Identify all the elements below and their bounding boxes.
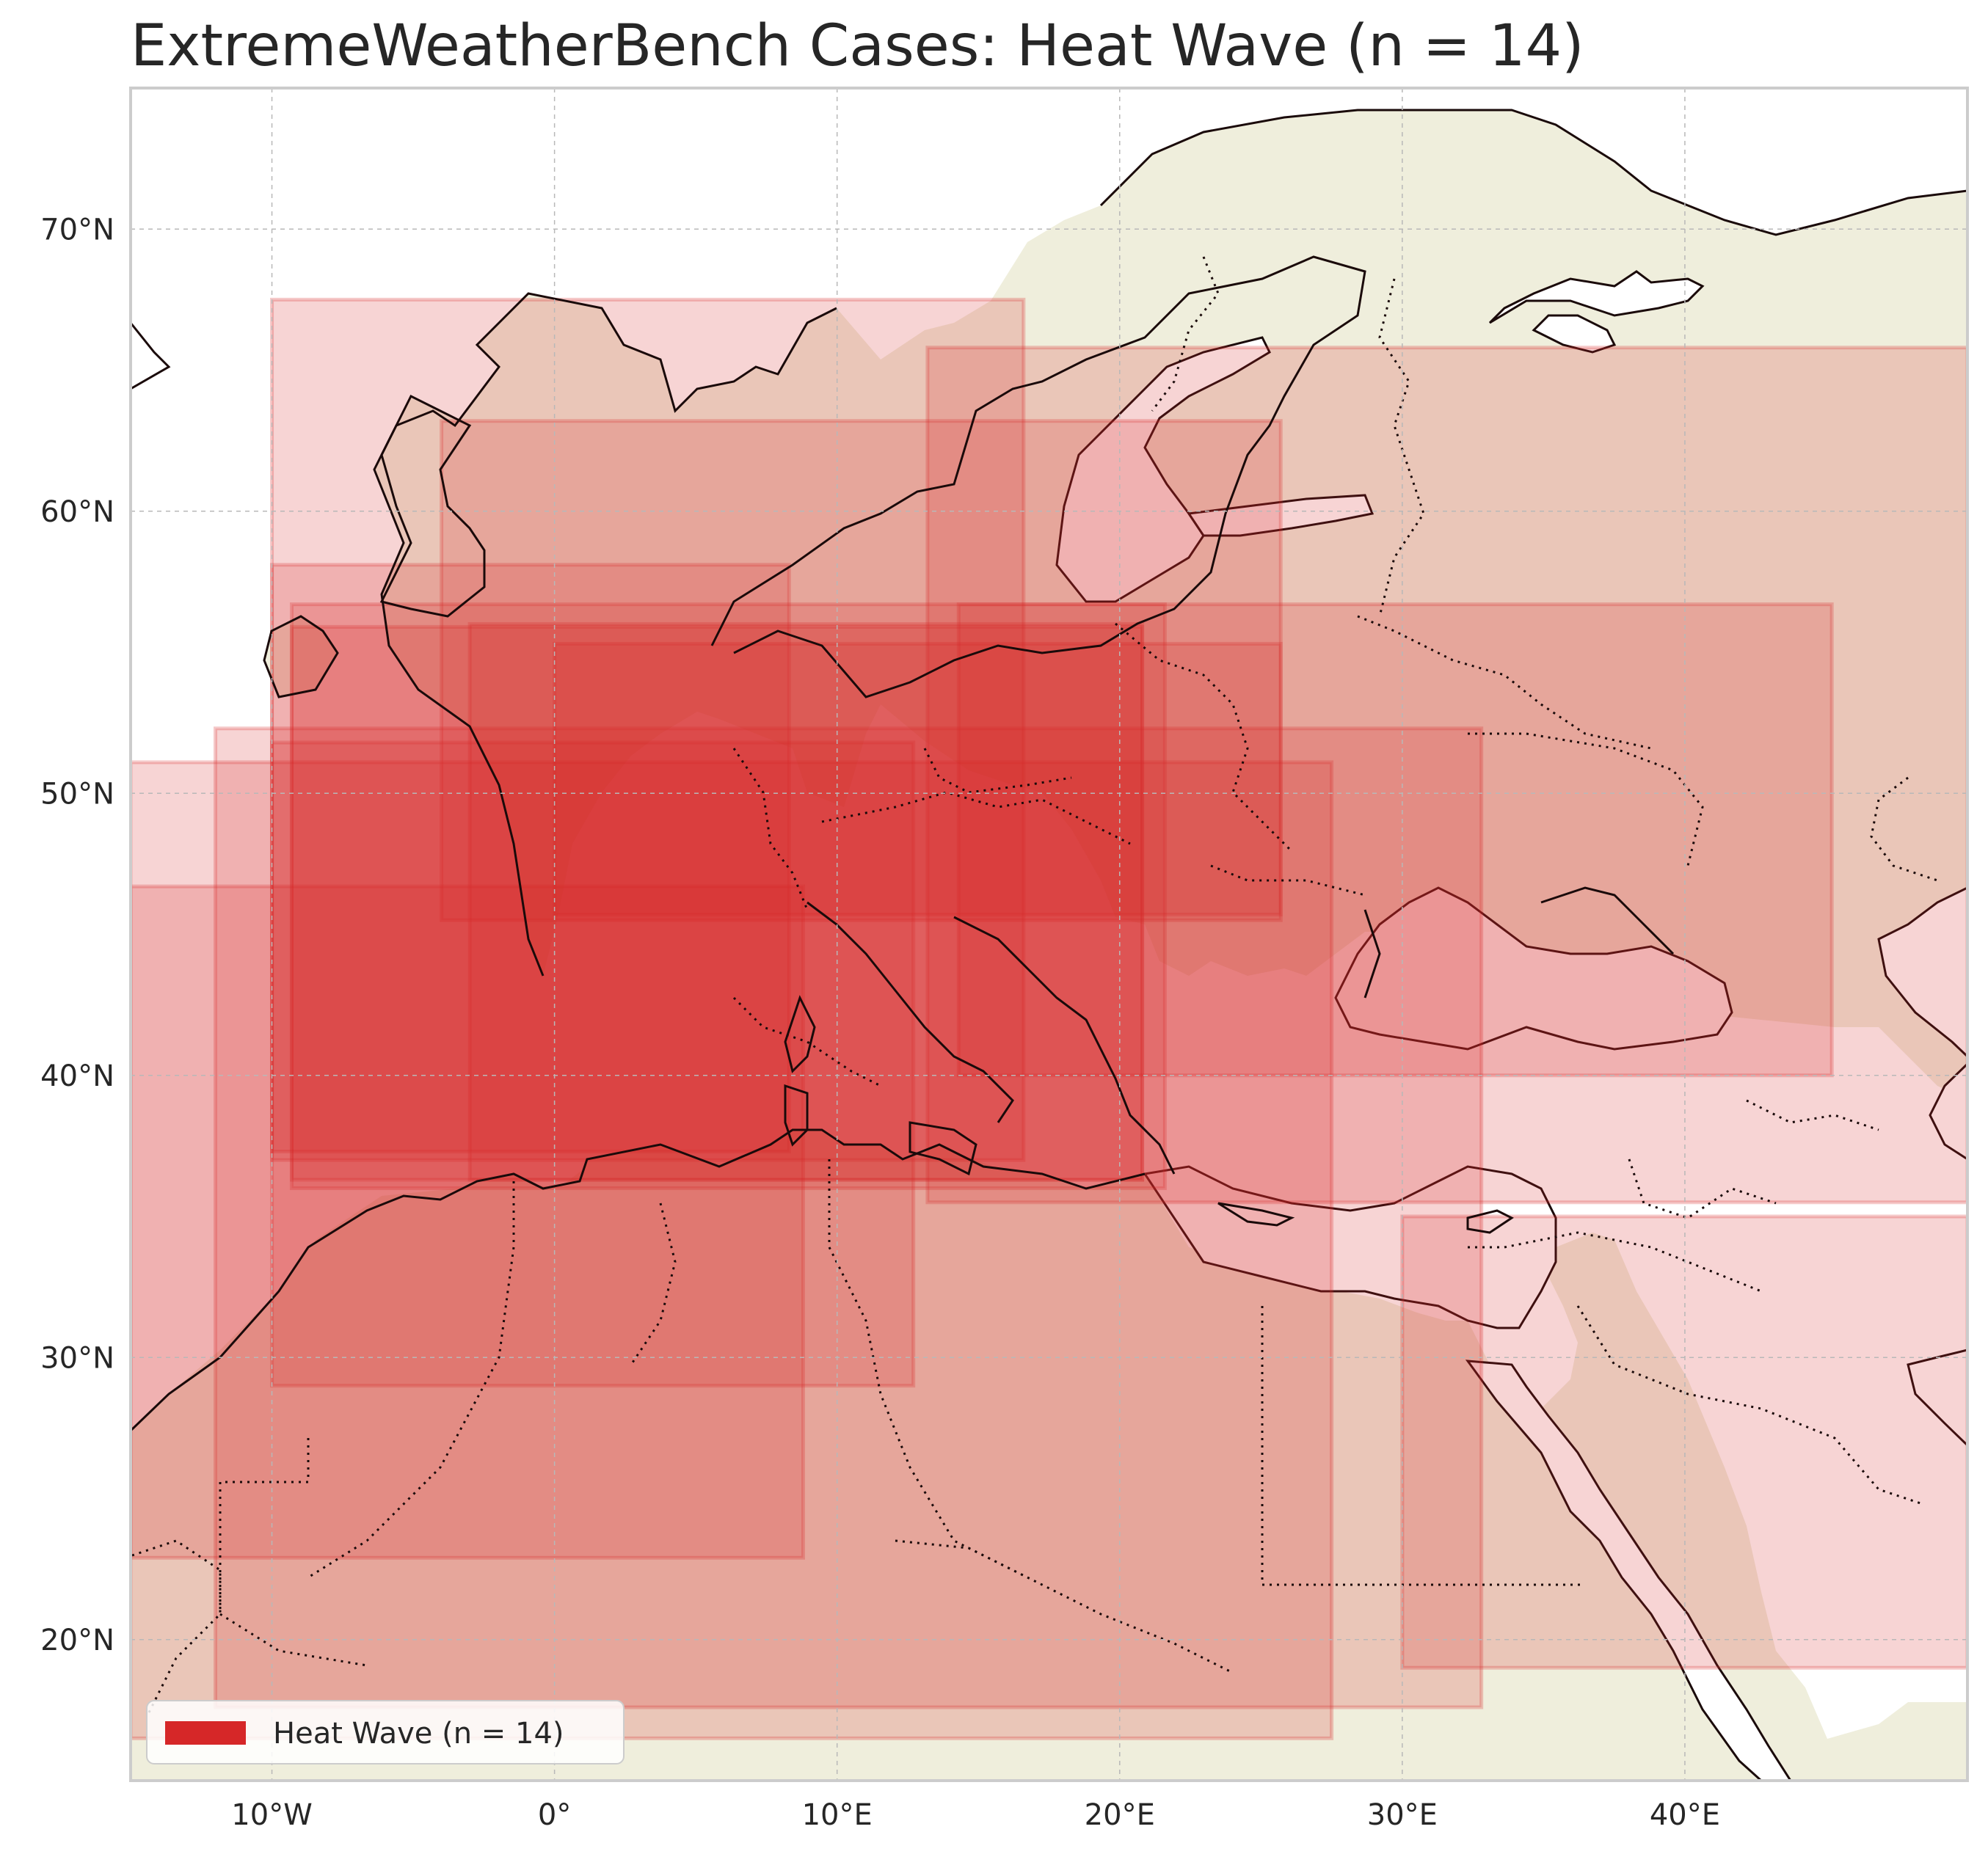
red-sea	[1465, 1360, 1792, 1781]
heat-wave-region-8	[553, 641, 1283, 917]
border-line	[1115, 622, 1293, 853]
heat-wave-region-14	[1400, 1214, 1967, 1670]
heat-wave-region-13	[131, 884, 805, 1560]
heat-wave-region-11	[131, 760, 1334, 1740]
coastline	[263, 615, 339, 698]
x-tick-label: 10°W	[231, 1798, 312, 1832]
land-masses	[131, 110, 1967, 1781]
coastlines	[131, 109, 1967, 1467]
legend-box	[146, 1700, 625, 1764]
x-tick-label: 20°E	[1085, 1798, 1155, 1832]
border-line	[923, 748, 1072, 794]
border-line	[1468, 1231, 1762, 1293]
coastline	[1217, 1202, 1295, 1227]
heat-wave-region-7	[956, 602, 1834, 1078]
country-borders	[131, 256, 1938, 1718]
border-line	[1870, 776, 1938, 882]
coastline	[784, 995, 816, 1073]
map-title: ExtremeWeatherBench Cases: Heat Wave (n …	[131, 13, 1584, 79]
coastline	[1540, 886, 1675, 955]
y-tick-label: 40°N	[40, 1059, 114, 1093]
border-line	[1261, 1306, 1585, 1586]
border-line	[219, 1438, 368, 1667]
heat-wave-region-10	[214, 726, 1484, 1709]
africa-north-strip	[131, 1130, 1460, 1781]
latitude-ticks: 20°N 30°N 40°N 50°N 60°N 70°N	[40, 213, 114, 1657]
y-tick-label: 20°N	[40, 1624, 114, 1657]
white-sea	[1488, 270, 1705, 354]
legend-label: Heat Wave (n = 14)	[273, 1717, 564, 1751]
coastline	[784, 1084, 809, 1147]
y-tick-label: 30°N	[40, 1341, 114, 1375]
caspian-edge	[1877, 886, 1967, 1161]
border-line	[828, 1159, 1028, 1579]
legend: Heat Wave (n = 14)	[146, 1700, 625, 1764]
heat-wave-region-2	[440, 419, 1283, 922]
legend-swatch	[165, 1721, 246, 1745]
heat-wave-regions	[131, 297, 1967, 1740]
border-line	[732, 748, 809, 910]
eastern-mediterranean	[1143, 1165, 1557, 1329]
border-line	[630, 1202, 677, 1365]
coastline	[710, 255, 1366, 698]
gridlines	[131, 88, 1967, 1781]
gulf-of-bothnia	[1055, 336, 1271, 603]
heat-wave-region-1	[270, 297, 1026, 1162]
coastline	[807, 901, 1014, 1123]
x-tick-label: 10°E	[802, 1798, 873, 1832]
x-tick-label: 40°E	[1650, 1798, 1720, 1832]
y-tick-label: 70°N	[40, 213, 114, 247]
y-tick-label: 60°N	[40, 495, 114, 529]
coastline	[1363, 909, 1381, 999]
heat-wave-region-5	[289, 602, 1167, 1191]
y-tick-label: 50°N	[40, 777, 114, 811]
coastline	[131, 1128, 1146, 1467]
heat-wave-region-3	[925, 346, 1967, 1205]
x-tick-label: 0°	[538, 1798, 571, 1832]
coastline	[1466, 1209, 1514, 1234]
gulf-of-finland	[1187, 494, 1375, 537]
x-tick-label: 30°E	[1367, 1798, 1438, 1832]
british-isles	[264, 396, 484, 697]
coastline	[1099, 109, 1967, 236]
border-line	[1357, 615, 1652, 750]
border-line	[1628, 1158, 1777, 1219]
black-sea	[1334, 886, 1733, 1051]
heat-wave-region-12	[270, 740, 916, 1388]
coastline	[953, 916, 1176, 1175]
coastline	[909, 1121, 977, 1176]
heat-wave-region-9	[467, 622, 1145, 1182]
map-frame	[129, 87, 1969, 1782]
longitude-ticks: 10°W 0° 10°E 20°E 30°E 40°E	[231, 1798, 1720, 1832]
border-line	[131, 1539, 222, 1718]
coastline	[379, 394, 486, 618]
coastline	[373, 292, 837, 977]
border-line	[821, 791, 1131, 845]
coastline	[131, 322, 171, 390]
